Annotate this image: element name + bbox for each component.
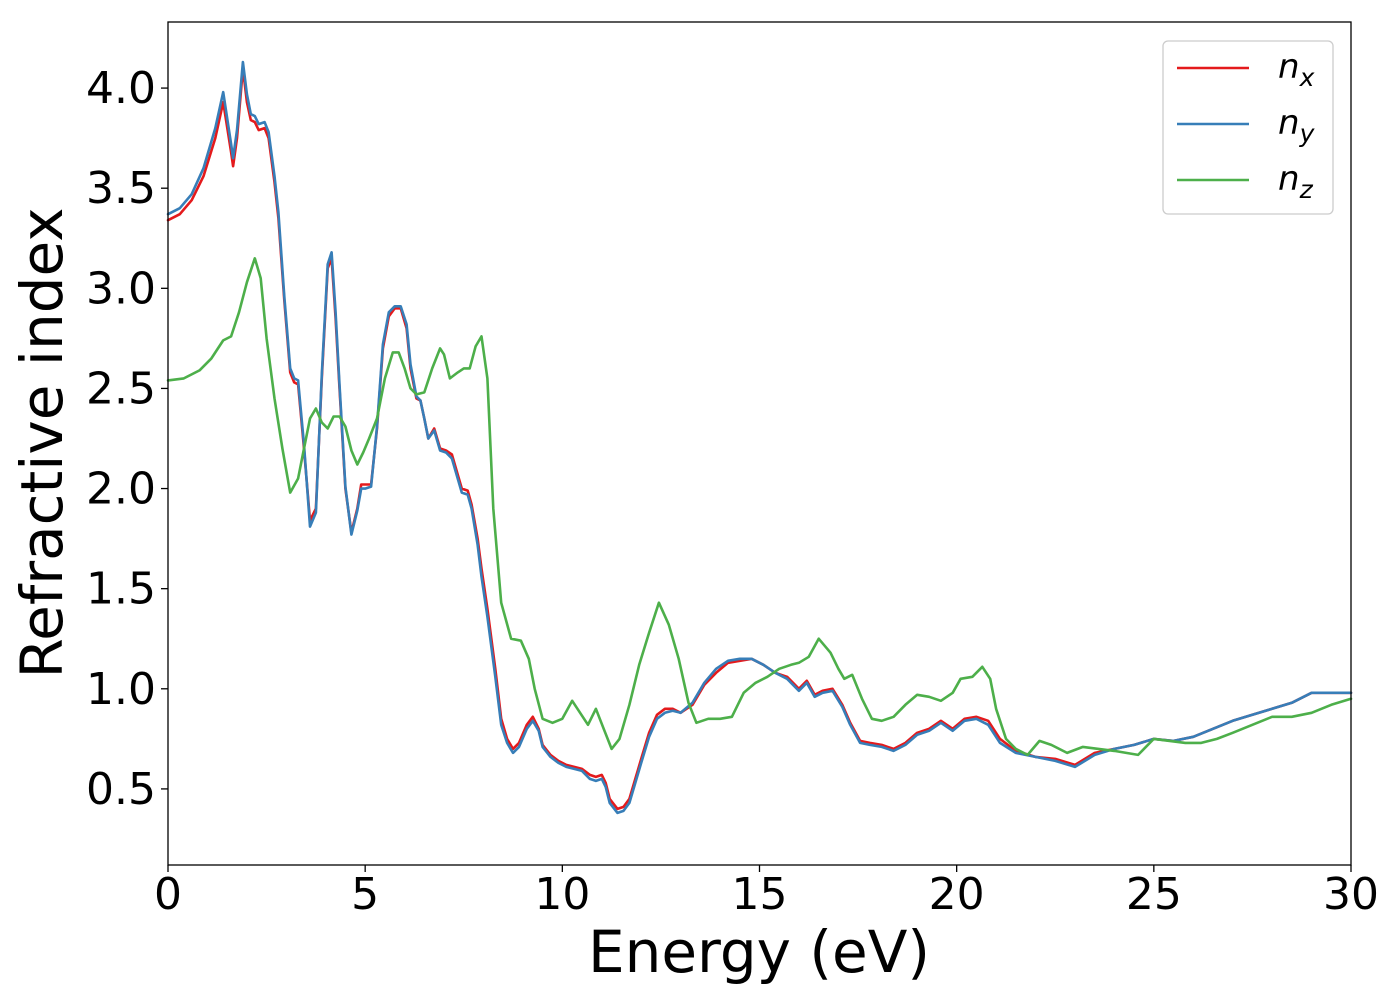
x-tick-label: 5 bbox=[351, 869, 379, 920]
x-tick-label: 10 bbox=[534, 869, 590, 920]
legend-box bbox=[1162, 40, 1334, 215]
x-axis-ticks: 0 5 10 15 20 25 30 bbox=[154, 865, 1379, 920]
x-tick-label: 25 bbox=[1126, 869, 1182, 920]
x-axis-title: Energy (eV) bbox=[588, 918, 930, 986]
plot-lines bbox=[166, 60, 1353, 815]
y-tick-label: 2.0 bbox=[86, 464, 156, 515]
x-tick-label: 20 bbox=[929, 869, 985, 920]
series-line-nz bbox=[166, 257, 1353, 757]
y-axis-title: Refractive index bbox=[8, 207, 76, 678]
x-tick-label: 15 bbox=[732, 869, 788, 920]
y-tick-label: 0.5 bbox=[86, 764, 156, 815]
y-tick-label: 1.0 bbox=[86, 664, 156, 715]
y-tick-label: 2.5 bbox=[86, 363, 156, 414]
y-tick-label: 4.0 bbox=[86, 63, 156, 114]
y-tick-label: 3.5 bbox=[86, 163, 156, 214]
x-tick-label: 30 bbox=[1323, 869, 1379, 920]
y-tick-label: 3.0 bbox=[86, 263, 156, 314]
y-tick-label: 1.5 bbox=[86, 564, 156, 615]
y-axis-ticks: 0.5 1.0 1.5 2.0 2.5 3.0 3.5 4.0 bbox=[86, 63, 168, 815]
x-tick-label: 0 bbox=[154, 869, 182, 920]
